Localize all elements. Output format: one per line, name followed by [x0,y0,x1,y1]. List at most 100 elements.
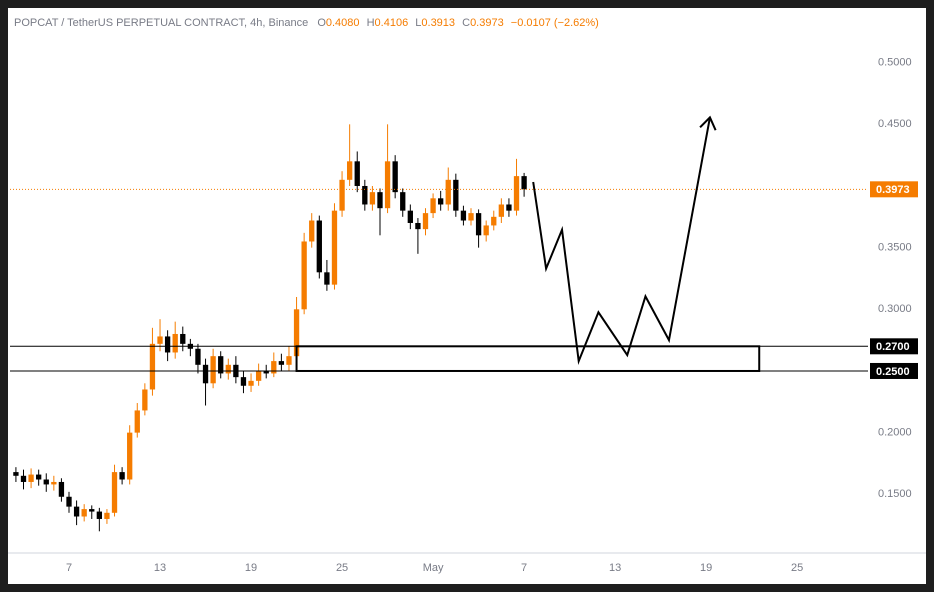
y-tick-label: 0.1500 [878,488,912,500]
x-tick-label: 19 [700,562,712,574]
chart-background [8,8,926,584]
candle-body [422,213,429,230]
y-tick-label: 0.3500 [878,242,912,254]
header: POPCAT / TetherUS PERPETUAL CONTRACT, 4h… [14,17,599,29]
candle-body [309,220,315,242]
candle-body [202,364,209,384]
x-tick-label: May [423,562,444,574]
candle-body [521,176,527,190]
candle-body [491,216,497,226]
candle-body [134,410,140,433]
candle-body [271,361,277,374]
low-label: L [415,17,421,29]
candle-body [13,472,19,476]
level-tag [870,338,918,355]
candle-body [210,356,216,384]
candle-body [81,509,87,517]
candle-body [377,192,383,209]
candle-body [301,241,307,310]
last-price-label: 0.3973 [876,184,910,196]
candle-body [51,481,57,485]
candle-body [438,198,444,205]
close-label: C [462,17,470,29]
support-zone [295,345,761,372]
candle-body [157,336,163,344]
high-label: H [367,17,375,29]
candle-body [142,389,148,411]
close-value: 0.3973 [470,17,504,29]
candle-body [164,336,171,353]
open-value: 0.4080 [326,17,360,29]
candle-body [73,506,80,517]
open-label: O [317,17,326,29]
candle-body [58,481,65,497]
x-tick-label: 7 [521,562,527,574]
y-tick-label: 0.5000 [878,57,912,69]
candle-body [483,225,489,236]
candle-body [263,370,269,374]
candle-body [96,511,103,519]
candle-body [111,472,118,513]
high-value: 0.4106 [375,17,409,29]
candle-body [104,512,110,519]
arrow-head [699,115,717,131]
candle-body [369,192,376,205]
candle-body [286,356,292,365]
candle-body [66,496,72,507]
candle-body [316,220,322,273]
candle-body [172,333,178,353]
candle-body [225,364,231,374]
candle-body [20,475,27,482]
candle-body [28,474,34,482]
x-tick-label: 25 [336,562,348,574]
x-tick-label: 19 [245,562,257,574]
candle-body [278,361,285,365]
candle-body [475,213,482,236]
low-value: 0.3913 [421,17,455,29]
candle-body [324,272,330,285]
candle-body [127,432,133,480]
x-tick-label: 13 [609,562,621,574]
candle-body [255,370,262,381]
y-tick-label: 0.4500 [878,118,912,130]
projection-path [532,117,711,366]
x-tick-label: 25 [791,562,803,574]
candle-body [445,179,451,205]
level-tag [870,362,918,379]
candle-body [293,309,300,357]
candle-body [218,356,224,374]
candle-body [513,176,520,211]
candle-body [498,204,505,217]
candle-body [384,161,391,209]
candle-body [392,161,398,193]
candle-body [468,213,474,221]
level-label: 0.2700 [876,341,910,353]
candle-body [453,179,459,211]
candle-body [354,161,360,186]
candle-body [43,479,49,485]
candle-body [89,509,95,512]
last-price-tag [870,181,918,198]
candle-body [400,192,406,211]
candle-body [36,474,42,480]
candle-body [149,343,156,390]
candle-body [506,204,512,211]
candle-body [180,333,186,344]
candle-body [415,222,421,230]
candle-body [430,198,436,214]
candle-body [248,380,254,386]
candle-body [346,161,353,180]
level-label: 0.2500 [876,366,910,378]
change: −0.0107 (−2.62%) [511,17,599,29]
candle-body [407,210,413,223]
candle-body [339,179,345,211]
candle-body [195,348,201,365]
x-tick-label: 7 [66,562,72,574]
y-tick-label: 0.2000 [878,427,912,439]
candle-body [362,185,368,205]
candle-body [331,210,338,285]
candle-body [460,210,467,221]
y-tick-label: 0.3000 [878,303,912,315]
chart-title: POPCAT / TetherUS PERPETUAL CONTRACT, 4h… [14,17,308,29]
